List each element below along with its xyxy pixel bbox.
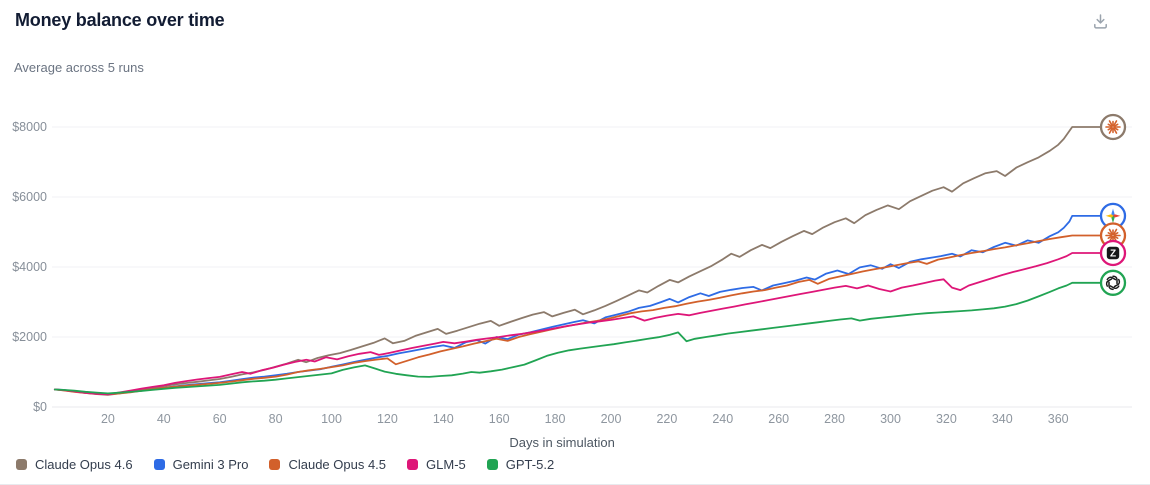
starburst-ray [1107, 232, 1113, 236]
x-tick-label: 20 [101, 412, 115, 426]
y-tick-label: $0 [33, 400, 47, 414]
legend-swatch-gpt-5-2 [486, 459, 498, 470]
legend-item-gemini-3-pro[interactable]: Gemini 3 Pro [153, 457, 249, 472]
gemini-petal [1111, 208, 1115, 216]
x-tick-label: 300 [880, 412, 901, 426]
x-tick-label: 180 [545, 412, 566, 426]
x-tick-label: 220 [656, 412, 677, 426]
x-tick-label: 240 [712, 412, 733, 426]
y-tick-label: $2000 [12, 330, 47, 344]
gemini-petal [1105, 214, 1113, 218]
x-axis-title: Days in simulation [509, 435, 615, 450]
y-tick-label: $6000 [12, 190, 47, 204]
series-line-claude-opus-4-5[interactable] [53, 234, 1102, 396]
chart-subtitle: Average across 5 runs [14, 60, 144, 75]
starburst-ray [1108, 127, 1114, 134]
x-tick-label: 120 [377, 412, 398, 426]
x-tick-label: 260 [768, 412, 789, 426]
legend-swatch-claude-opus-4-5 [269, 459, 281, 470]
legend-item-glm-5[interactable]: GLM-5 [407, 457, 466, 472]
gemini-petal [1113, 214, 1121, 218]
series-line-gemini-3-pro[interactable] [53, 214, 1102, 395]
legend-label-glm-5: GLM-5 [426, 457, 466, 472]
x-tick-label: 280 [824, 412, 845, 426]
x-tick-label: 360 [1048, 412, 1069, 426]
x-tick-label: 80 [269, 412, 283, 426]
x-tick-label: 200 [601, 412, 622, 426]
x-tick-label: 320 [936, 412, 957, 426]
x-tick-label: 160 [489, 412, 510, 426]
legend-label-gpt-5-2: GPT-5.2 [505, 457, 555, 472]
chart-legend: Claude Opus 4.6 Gemini 3 Pro Claude Opus 4… [16, 457, 554, 472]
openai-petal [1108, 281, 1114, 291]
series-end-icon-gpt-5-2 [1099, 269, 1127, 296]
starburst-ray [1112, 127, 1118, 134]
starburst-ray [1108, 120, 1114, 127]
series-end-icon-glm-5: Z [1099, 239, 1127, 267]
series-end-icon-claude-opus-4-6 [1099, 113, 1127, 141]
zai-letter: Z [1110, 249, 1116, 260]
starburst-ray [1107, 123, 1113, 128]
gemini-petal [1111, 215, 1115, 224]
legend-swatch-glm-5 [407, 459, 419, 470]
openai-petal [1113, 278, 1121, 288]
starburst-ray [1108, 228, 1114, 236]
y-tick-label: $4000 [12, 260, 47, 274]
zai-square [1106, 246, 1120, 260]
openai-petal [1105, 278, 1113, 287]
y-tick-label: $8000 [12, 120, 47, 134]
download-icon [1094, 13, 1107, 29]
x-tick-label: 340 [992, 412, 1013, 426]
starburst-ray [1113, 231, 1119, 236]
starburst-ray [1113, 123, 1119, 128]
x-tick-label: 100 [321, 412, 342, 426]
x-tick-label: 140 [433, 412, 454, 426]
series-line-glm-5[interactable] [53, 252, 1102, 396]
starburst-ray [1107, 126, 1113, 131]
series-line-claude-opus-4-6[interactable] [53, 126, 1102, 396]
legend-label-claude-opus-4-6: Claude Opus 4.6 [35, 457, 133, 472]
starburst-ray [1112, 120, 1118, 127]
x-tick-label: 40 [157, 412, 171, 426]
series-line-gpt-5-2[interactable] [53, 281, 1102, 395]
legend-swatch-claude-opus-4-6 [16, 459, 27, 470]
x-tick-label: 60 [213, 412, 227, 426]
chart-title: Money balance over time [15, 10, 225, 30]
openai-petal [1109, 285, 1120, 290]
legend-item-claude-opus-4-5[interactable]: Claude Opus 4.5 [269, 457, 386, 472]
starburst-ray [1112, 228, 1118, 236]
legend-swatch-gemini-3-pro [153, 459, 165, 470]
legend-label-gemini-3-pro: Gemini 3 Pro [172, 457, 249, 472]
legend-item-claude-opus-4-6[interactable]: Claude Opus 4.6 [16, 457, 133, 472]
openai-petal [1106, 276, 1117, 281]
download-button[interactable] [1088, 8, 1114, 34]
end-icon-ring [1099, 269, 1127, 296]
starburst-ray [1113, 126, 1119, 131]
legend-label-claude-opus-4-5: Claude Opus 4.5 [288, 457, 387, 472]
legend-item-gpt-5-2[interactable]: GPT-5.2 [486, 457, 555, 472]
starburst-ray [1113, 235, 1119, 239]
openai-petal [1112, 275, 1118, 285]
end-icon-ring [1099, 113, 1127, 141]
starburst-ray [1107, 235, 1113, 239]
